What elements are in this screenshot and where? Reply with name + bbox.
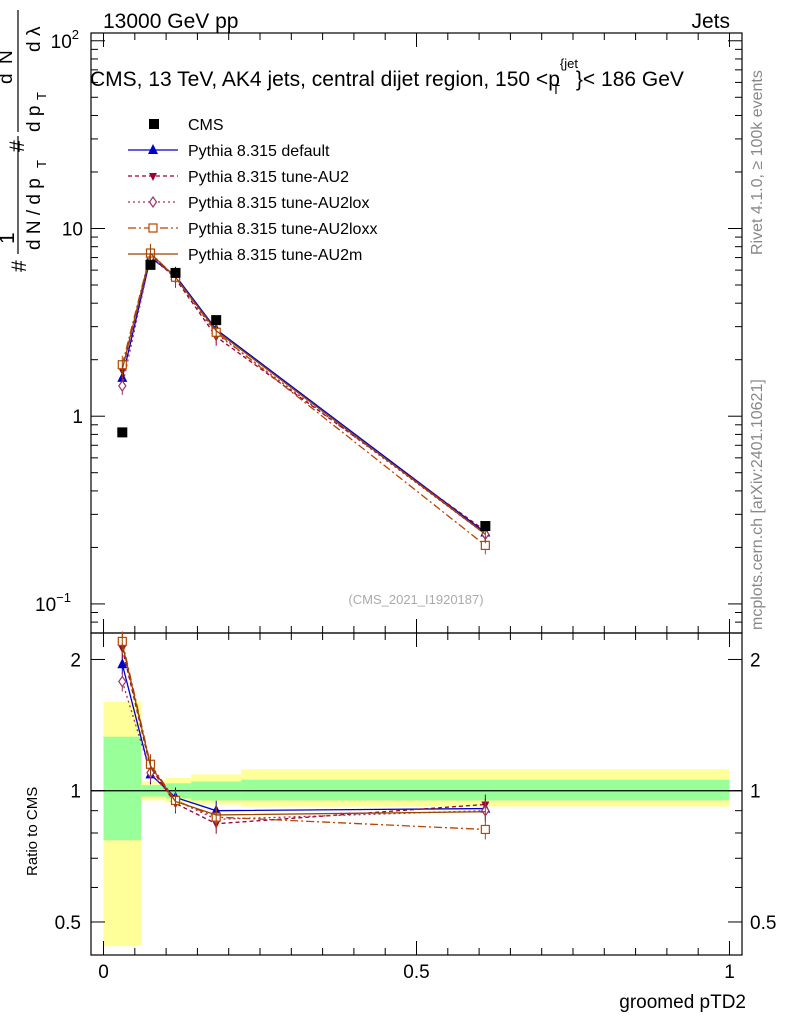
ratio-y-tick-label-right: 2 — [750, 650, 761, 671]
ylabel-dn: d N / d p — [24, 178, 45, 250]
marker-open-square — [481, 825, 489, 833]
legend-label: Pythia 8.315 tune-AU2 — [188, 169, 349, 186]
ratio-y-tick-label-right: 1 — [750, 782, 761, 803]
analysis-id: (CMS_2021_I1920187) — [348, 592, 483, 607]
marker-diamond — [119, 381, 126, 391]
series-line-main — [122, 254, 485, 531]
chart: 102 10 1 10−1 2 2 1 1 0.5 0.5 0 0.5 1 CMS Pythia 8.31… — [0, 0, 786, 1024]
legend-entry: Pythia 8.315 tune-AU2 — [128, 169, 349, 186]
mcplots-credit: mcplots.cern.ch [arXiv:2401.10621] — [749, 379, 766, 630]
ylabel-sub-t1: T — [34, 160, 49, 168]
title-sub: T — [552, 82, 560, 97]
legend-label: Pythia 8.315 tune-AU2m — [188, 247, 362, 264]
legend-label: Pythia 8.315 default — [188, 143, 330, 160]
header-left: 13000 GeV pp — [103, 10, 238, 33]
legend-label: CMS — [188, 117, 224, 134]
ylabel-d2: d — [24, 41, 45, 52]
x-axis-label: groomed pTD2 — [619, 992, 746, 1013]
marker-square — [211, 315, 221, 325]
legend: CMS Pythia 8.315 default Pythia 8.315 tune… — [128, 117, 377, 264]
ylabel-one: 1 — [0, 232, 19, 244]
main-y-label: # 1 d N / d p T # d p T d 2 N d λ — [0, 10, 49, 272]
x-tick-label: 0 — [98, 962, 109, 983]
ratio-y-tick-label-left: 0.5 — [55, 913, 81, 934]
legend-entry: Pythia 8.315 tune-AU2loxx — [128, 221, 377, 238]
ylabel-d1: d — [0, 73, 17, 84]
series-pythia-8-315-tune-au2 — [118, 245, 489, 834]
ylabel-sub-t2: T — [34, 92, 49, 100]
ratio-y-label: Ratio to CMS — [24, 787, 41, 876]
title-post: }< 186 GeV — [576, 68, 684, 91]
legend-label: Pythia 8.315 tune-AU2loxx — [188, 221, 377, 238]
marker-diamond — [119, 677, 126, 687]
axis-ticks: 102 10 1 10−1 2 2 1 1 0.5 0.5 0 0.5 1 — [35, 27, 776, 983]
marker-triangle-up — [148, 144, 158, 154]
ratio-y-tick-label-right: 0.5 — [750, 913, 776, 934]
main-y-tick-label: 102 — [51, 27, 79, 53]
marker-open-square — [149, 224, 157, 232]
marker-diamond — [150, 197, 157, 207]
marker-square — [149, 119, 159, 129]
series-layer — [117, 244, 490, 839]
ylabel-hash-1: # — [8, 260, 31, 272]
ratio-y-tick-label-left: 2 — [70, 650, 81, 671]
x-tick-label: 1 — [724, 962, 735, 983]
main-y-tick-label: 10−1 — [35, 590, 71, 616]
series-line-main — [122, 253, 485, 545]
legend-entry: Pythia 8.315 tune-AU2lox — [128, 195, 369, 212]
legend-label: Pythia 8.315 tune-AU2lox — [188, 195, 369, 212]
ratio-uncertainty-bands — [104, 702, 730, 946]
plot-title: CMS, 13 TeV, AK4 jets, central dijet reg… — [90, 56, 684, 97]
ratio-band-inner — [104, 737, 142, 840]
main-y-tick-label: 10 — [62, 219, 83, 240]
marker-square — [480, 521, 490, 531]
marker-square — [117, 427, 127, 437]
header-right: Jets — [691, 10, 730, 33]
ratio-y-tick-label-left: 1 — [70, 782, 81, 803]
ylabel-lambda: λ — [24, 26, 45, 36]
legend-entry: CMS — [149, 117, 224, 134]
ylabel-exp-2: 2 — [0, 64, 3, 71]
ylabel-dp: d p — [24, 106, 45, 132]
series-pythia-8-315-tune-au2lox — [119, 249, 489, 830]
x-tick-label: 0.5 — [403, 962, 429, 983]
legend-entry: Pythia 8.315 tune-AU2m — [128, 247, 362, 264]
title-pre: CMS, 13 TeV, AK4 jets, central dijet reg… — [90, 68, 560, 91]
ylabel-n: N — [0, 50, 17, 64]
series-pythia-8-315-tune-au2loxx — [118, 244, 489, 839]
rivet-version: Rivet 4.1.0, ≥ 100k events — [749, 70, 766, 255]
marker-square — [171, 268, 181, 278]
series-pythia-8-315-tune-au2m — [122, 245, 485, 825]
main-y-tick-label: 1 — [72, 407, 83, 428]
series-pythia-8-315-default — [117, 249, 490, 821]
marker-square — [145, 260, 155, 270]
ylabel-hash-2: # — [6, 140, 29, 152]
legend-entry: Pythia 8.315 default — [128, 143, 330, 160]
marker-triangle-down — [149, 173, 157, 181]
